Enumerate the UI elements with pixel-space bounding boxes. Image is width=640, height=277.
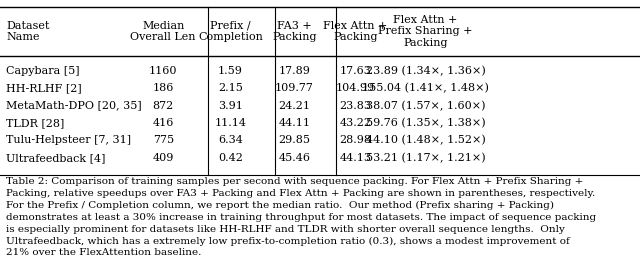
Text: 44.13: 44.13 [339,153,371,163]
Text: Prefix /
Completion: Prefix / Completion [198,20,263,42]
Text: 6.34: 6.34 [218,135,243,145]
Text: 38.07 (1.57×, 1.60×): 38.07 (1.57×, 1.60×) [366,100,485,111]
Text: 1160: 1160 [149,66,177,76]
Text: 44.11: 44.11 [278,118,310,128]
Text: 186: 186 [152,83,174,93]
Text: Ultrafeedback [4]: Ultrafeedback [4] [6,153,106,163]
Text: 59.76 (1.35×, 1.38×): 59.76 (1.35×, 1.38×) [366,118,485,128]
Text: TLDR [28]: TLDR [28] [6,118,65,128]
Text: 2.15: 2.15 [218,83,243,93]
Text: Capybara [5]: Capybara [5] [6,66,80,76]
Text: 104.99: 104.99 [335,83,375,93]
Text: 29.85: 29.85 [278,135,310,145]
Text: 53.21 (1.17×, 1.21×): 53.21 (1.17×, 1.21×) [366,153,485,163]
Text: 872: 872 [152,101,174,111]
Text: Flex Attn +
Packing: Flex Attn + Packing [323,20,387,42]
Text: 23.89 (1.34×, 1.36×): 23.89 (1.34×, 1.36×) [365,65,486,76]
Text: 11.14: 11.14 [214,118,246,128]
Text: 155.04 (1.41×, 1.48×): 155.04 (1.41×, 1.48×) [362,83,489,93]
Text: 43.22: 43.22 [339,118,371,128]
Text: 17.89: 17.89 [278,66,310,76]
Text: HH-RLHF [2]: HH-RLHF [2] [6,83,82,93]
Text: 45.46: 45.46 [278,153,310,163]
Text: 1.59: 1.59 [218,66,243,76]
Text: 44.10 (1.48×, 1.52×): 44.10 (1.48×, 1.52×) [365,135,486,146]
Text: 24.21: 24.21 [278,101,310,111]
Text: 0.42: 0.42 [218,153,243,163]
Text: 416: 416 [152,118,174,128]
Text: 23.83: 23.83 [339,101,371,111]
Text: FA3 +
Packing: FA3 + Packing [272,20,317,42]
Text: Dataset
Name: Dataset Name [6,20,50,42]
Text: 109.77: 109.77 [275,83,314,93]
Text: Tulu-Helpsteer [7, 31]: Tulu-Helpsteer [7, 31] [6,135,132,145]
Text: Median
Overall Len: Median Overall Len [131,20,196,42]
Text: MetaMath-DPO [20, 35]: MetaMath-DPO [20, 35] [6,101,142,111]
Text: Flex Attn +
Prefix Sharing +
Packing: Flex Attn + Prefix Sharing + Packing [378,15,473,48]
Text: 409: 409 [152,153,174,163]
Text: 3.91: 3.91 [218,101,243,111]
Text: 28.98: 28.98 [339,135,371,145]
Text: Table 2: Comparison of training samples per second with sequence packing. For Fl: Table 2: Comparison of training samples … [6,177,596,257]
Text: 17.63: 17.63 [339,66,371,76]
Text: 775: 775 [152,135,174,145]
